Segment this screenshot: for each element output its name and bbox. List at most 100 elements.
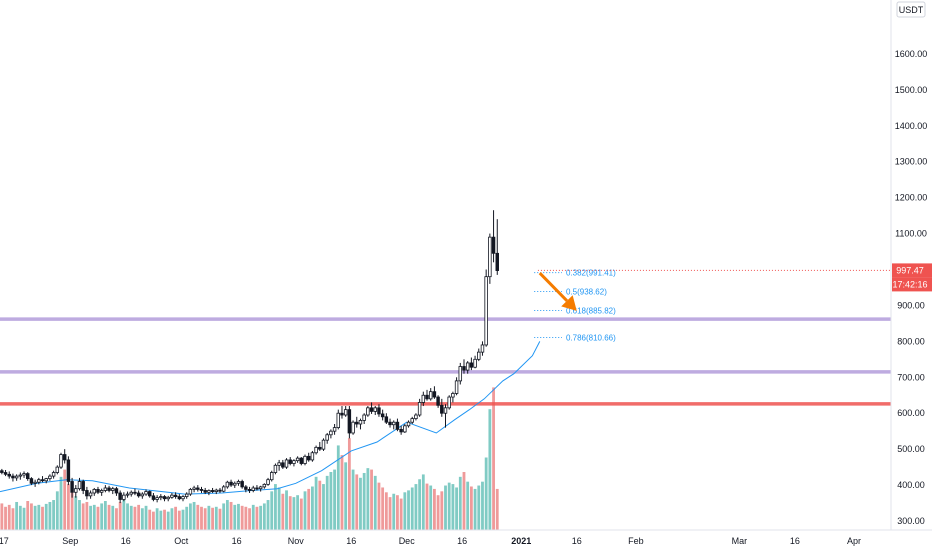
currency-badge[interactable] (896, 1, 926, 18)
last-price-layer: 997.47 17:42:16 (537, 263, 932, 292)
volume-bar (218, 508, 222, 530)
candle (196, 485, 200, 492)
candle (469, 357, 474, 371)
candle (299, 457, 304, 466)
candle-body (395, 421, 400, 430)
candle (240, 479, 244, 489)
candle-body (221, 486, 226, 492)
volume-bar (351, 469, 355, 530)
candle (340, 406, 344, 419)
x-tick-label: 16 (457, 536, 467, 546)
candles-layer (0, 210, 499, 504)
candle (399, 425, 403, 435)
candle (488, 233, 492, 284)
volume-bar (30, 503, 33, 530)
candle-body (225, 481, 230, 488)
x-tick-label: 16 (232, 536, 242, 546)
candle-body (473, 358, 477, 368)
volume-bar (66, 484, 70, 530)
countdown-badge (892, 277, 932, 292)
volume-bar (325, 475, 329, 530)
candle-body (184, 493, 189, 497)
volume-bar (48, 501, 52, 530)
volume-bar (322, 484, 325, 530)
candle (207, 489, 211, 496)
candle-body (329, 430, 333, 436)
candle (107, 485, 111, 493)
volume-bar (458, 476, 462, 530)
candle-body (151, 495, 156, 500)
volume-bar (466, 481, 470, 530)
candle-body (469, 362, 474, 368)
volume-bar (7, 504, 11, 530)
candle (229, 479, 233, 487)
volume-bar (359, 477, 362, 530)
candle (480, 341, 485, 356)
volume-bar (33, 505, 37, 530)
volume-bar (444, 485, 447, 530)
volume-bar (26, 501, 30, 530)
y-tick-label: 1300.00 (895, 157, 928, 167)
y-tick-label: 900.00 (897, 300, 925, 310)
candle-body (177, 496, 182, 500)
volume-bar (396, 495, 399, 530)
candle (258, 485, 263, 492)
candle-body (29, 478, 34, 484)
fib-level-label: 0.618(885.82) (566, 307, 616, 316)
candle-body (488, 236, 492, 278)
candle-body (159, 496, 163, 499)
candle-body (351, 421, 355, 434)
candle-body (173, 494, 178, 497)
candle (111, 486, 115, 495)
volume-bar (285, 490, 288, 530)
candle (318, 441, 322, 451)
volume-bar (185, 506, 189, 530)
candle (321, 438, 326, 451)
candle-body (414, 414, 418, 420)
volume-bar (137, 504, 141, 530)
volume-bar (262, 503, 266, 530)
x-tick-label: Mar (732, 536, 748, 546)
candle (255, 485, 259, 491)
volume-bar (0, 503, 4, 530)
candle-body (3, 472, 8, 475)
x-tick-label: Apr (847, 536, 861, 546)
candle-body (33, 481, 37, 484)
candle (214, 488, 219, 495)
candle (37, 477, 41, 485)
volume-bar (451, 484, 455, 530)
candle (0, 468, 4, 475)
volume-bar (333, 469, 336, 530)
candle (465, 361, 470, 374)
candle-body (244, 486, 248, 490)
candle (122, 492, 126, 502)
candle-body (129, 491, 133, 495)
volume-bar (473, 488, 477, 530)
candle (432, 386, 437, 399)
candle (347, 406, 352, 439)
y-tick-label: 1200.00 (895, 193, 928, 203)
candle (203, 487, 207, 495)
volume-bar (344, 462, 348, 530)
candle-body (403, 425, 407, 433)
volume-bar (70, 488, 74, 530)
candle (29, 477, 34, 486)
candle-body (188, 488, 193, 495)
y-tick-label: 1400.00 (895, 121, 928, 131)
volume-bar (488, 409, 492, 530)
candle (366, 406, 370, 417)
candle-body (392, 421, 396, 426)
volume-bar (22, 507, 26, 530)
candle-body (417, 402, 422, 416)
candle-body (140, 493, 145, 497)
candle (233, 481, 237, 488)
candle-body (111, 488, 115, 491)
candle-body (48, 475, 52, 480)
candle-body (484, 276, 488, 346)
countdown-label: 17:42:16 (892, 279, 927, 289)
volume-bar (255, 506, 259, 530)
volume-bar (407, 490, 410, 530)
candle-body (281, 462, 285, 468)
candle (44, 477, 48, 484)
